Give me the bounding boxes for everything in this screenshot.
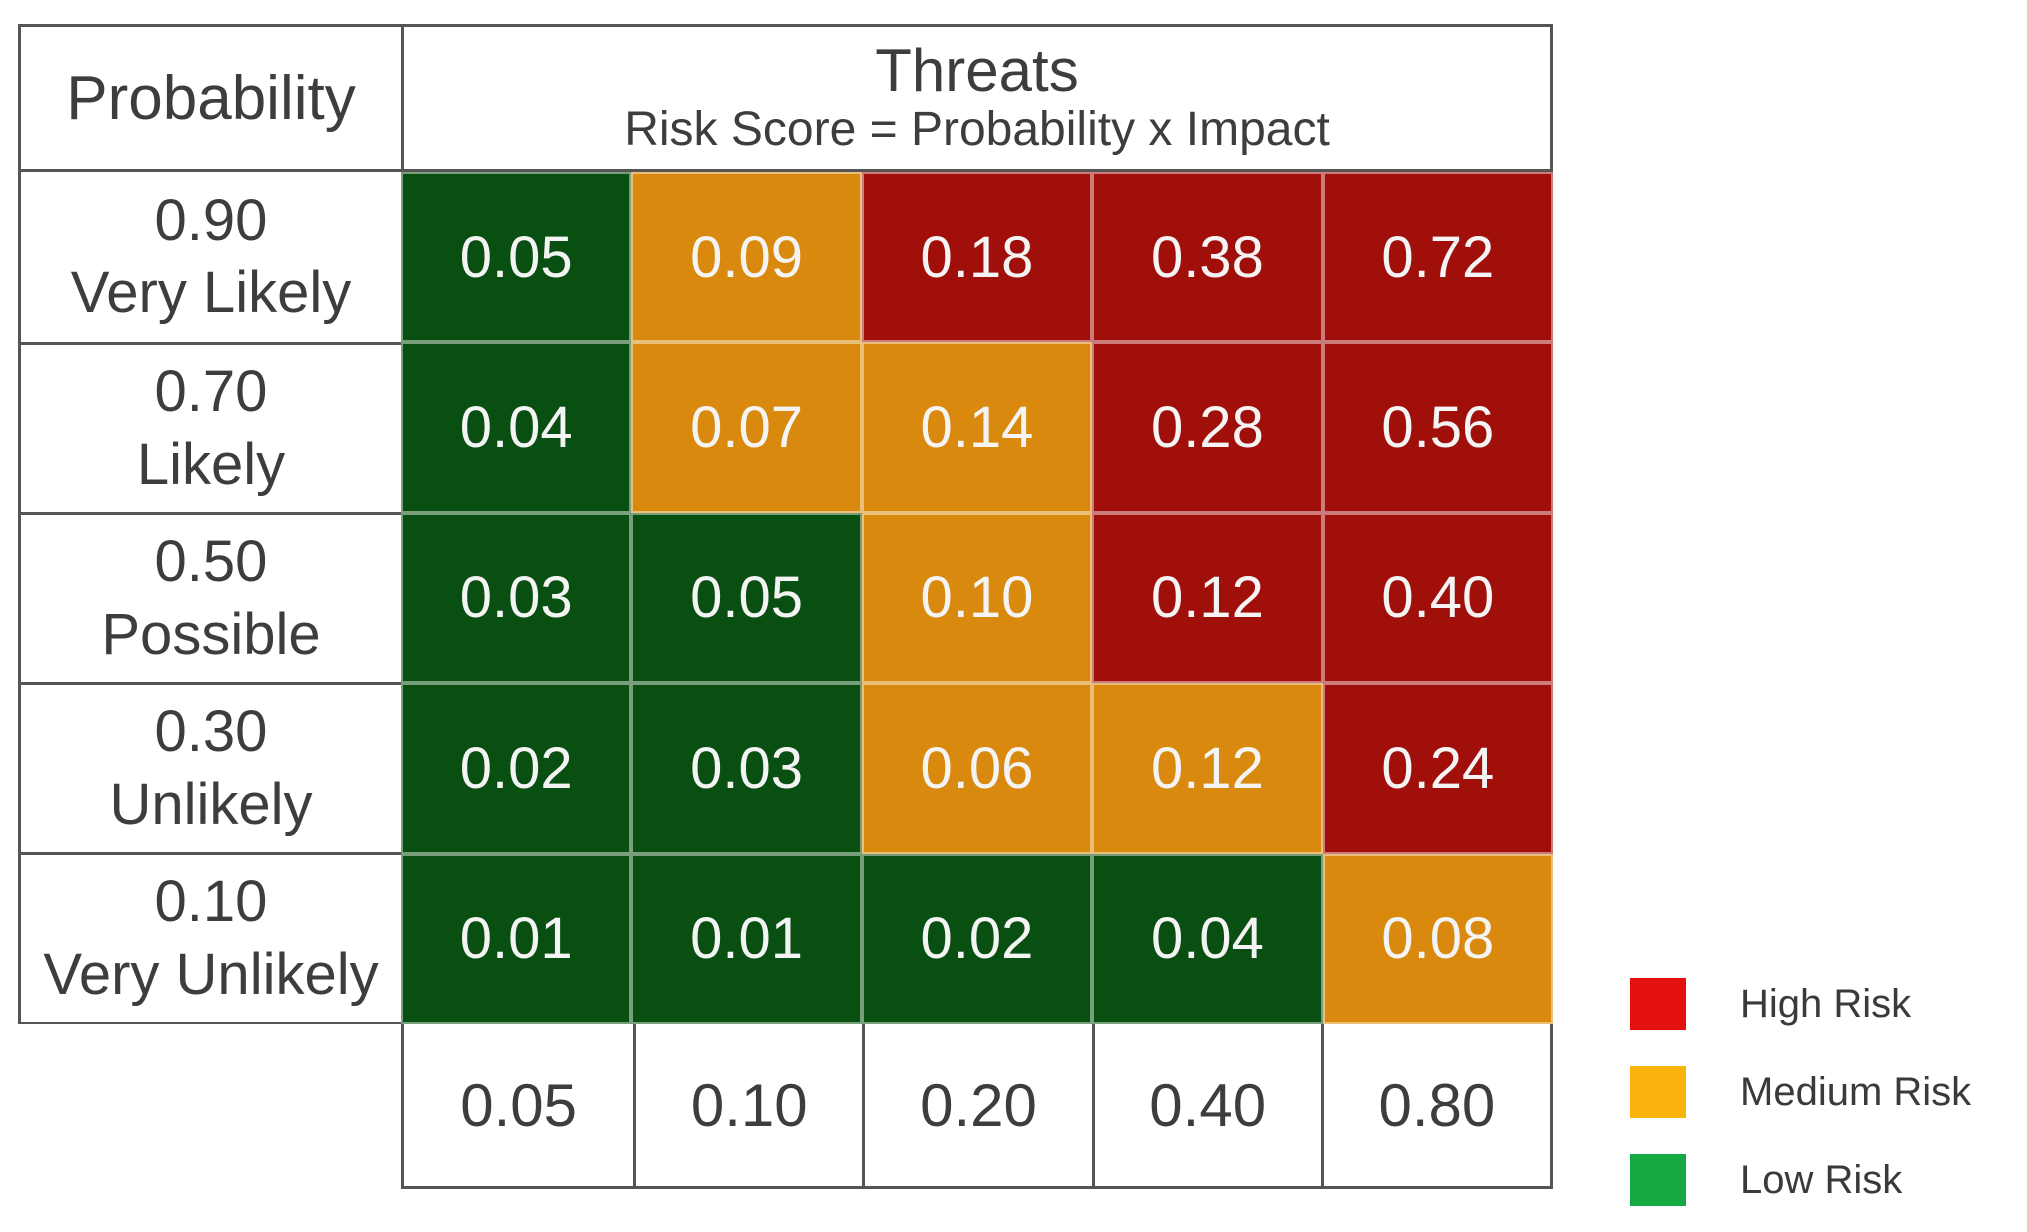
legend-swatch [1630,978,1686,1030]
probability-value: 0.70 [154,359,268,424]
risk-cell-high: 0.24 [1322,683,1553,854]
risk-cell-low: 0.05 [631,512,862,684]
probability-label: Possible [101,601,321,667]
chart-title: Threats [875,36,1079,104]
impact-tick-label: 0.10 [633,1024,862,1186]
impact-axis: 0.05 0.10 0.20 0.40 0.80 [401,1024,1553,1189]
probability-row-label: 0.90 Very Likely [21,172,401,342]
probability-row-labels: 0.90 Very Likely 0.70 Likely 0.50 Possible 0.3… [18,172,401,1024]
probability-value: 0.30 [154,699,268,764]
risk-cell-medium: 0.14 [861,342,1093,513]
probability-value: 0.50 [154,529,268,594]
risk-cell-low: 0.02 [861,853,1093,1024]
risk-cell-medium: 0.10 [861,512,1093,684]
impact-tick-label: 0.05 [460,1071,577,1139]
risk-cell-high: 0.18 [861,172,1093,343]
risk-cell-medium: 0.09 [631,172,862,343]
risk-cell-high: 0.28 [1092,342,1323,513]
risk-cell-high: 0.38 [1092,172,1323,343]
risk-cell-low: 0.02 [401,683,632,854]
legend-swatch [1630,1154,1686,1206]
legend-swatch [1630,1066,1686,1118]
legend-label: High Risk [1740,982,1912,1026]
chart-subtitle: Risk Score = Probability x Impact [624,102,1330,156]
probability-row-label: 0.30 Unlikely [21,682,401,852]
probability-label: Unlikely [109,771,313,837]
legend-item-low: Low Risk [1622,1144,2022,1232]
risk-cell-high: 0.56 [1322,342,1553,513]
risk-cell-low: 0.04 [401,342,632,513]
probability-label: Very Unlikely [43,941,379,1007]
risk-cell-high: 0.40 [1322,512,1553,684]
risk-cell-low: 0.03 [401,512,632,684]
probability-row-label: 0.50 Possible [21,512,401,682]
probability-row-label: 0.10 Very Unlikely [21,852,401,1022]
risk-cell-low: 0.01 [631,853,862,1024]
legend-label: Low Risk [1740,1158,1903,1202]
probability-label: Likely [136,431,286,497]
risk-cell-low: 0.01 [401,853,632,1024]
probability-value: 0.10 [154,869,268,934]
threats-header: Threats Risk Score = Probability x Impac… [401,24,1553,172]
legend: High Risk Medium Risk Low Risk [1622,968,2022,1232]
impact-tick-label: 0.20 [862,1024,1091,1186]
risk-cell-high: 0.72 [1322,172,1553,343]
legend-label: Medium Risk [1740,1070,1972,1114]
risk-cell-high: 0.12 [1092,512,1323,684]
probability-label: Very Likely [70,260,352,325]
risk-matrix: Probability Threats Risk Score = Probabi… [18,24,1553,1189]
legend-item-high: High Risk [1622,968,2022,1056]
risk-cell-low: 0.04 [1092,853,1323,1024]
risk-cell-low: 0.03 [631,683,862,854]
risk-cell-low: 0.05 [401,172,632,343]
impact-tick-label: 0.80 [1320,1024,1550,1186]
risk-score-grid: 0.05 0.09 0.18 0.38 0.72 0.04 0.07 0.14 0.28 0.56… [401,172,1553,1024]
impact-tick-label: 0.40 [1091,1024,1321,1186]
probability-row-label: 0.70 Likely [21,342,401,512]
risk-cell-medium: 0.06 [861,683,1093,854]
risk-cell-medium: 0.07 [631,342,862,513]
risk-cell-medium: 0.08 [1322,853,1553,1024]
probability-header: Probability [18,24,401,172]
probability-value: 0.90 [154,187,268,253]
legend-item-medium: Medium Risk [1622,1056,2022,1144]
risk-cell-medium: 0.12 [1092,683,1323,854]
